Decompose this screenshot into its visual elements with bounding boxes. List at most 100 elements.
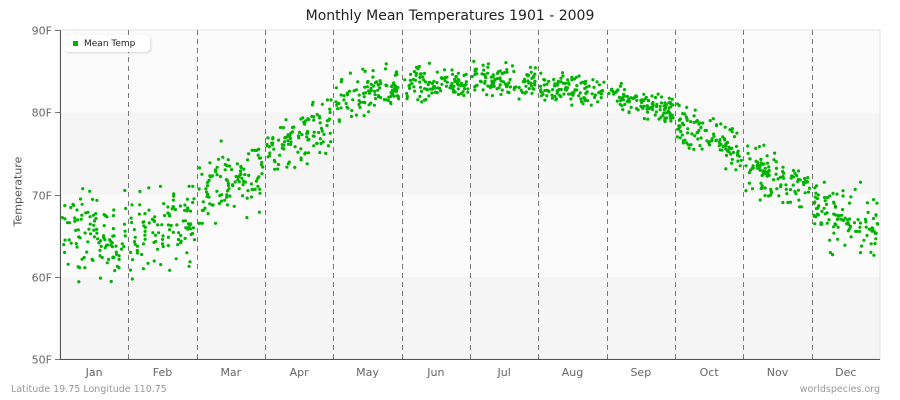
- data-point: [419, 72, 423, 76]
- data-point: [286, 142, 291, 146]
- data-point: [689, 120, 693, 124]
- data-point: [623, 94, 627, 98]
- data-point: [367, 89, 371, 93]
- data-point: [538, 84, 543, 88]
- data-point: [871, 216, 876, 221]
- data-point: [463, 83, 467, 87]
- data-point: [552, 77, 556, 82]
- data-point: [697, 128, 701, 132]
- data-point: [732, 135, 737, 139]
- data-point: [259, 163, 263, 167]
- data-point: [128, 268, 133, 272]
- x-tick-label: Apr: [290, 366, 310, 379]
- data-point: [754, 146, 758, 150]
- data-point: [184, 226, 188, 230]
- x-tick-label: Jan: [85, 366, 103, 379]
- data-point: [268, 151, 272, 155]
- data-point: [418, 94, 422, 98]
- data-point: [122, 222, 127, 226]
- data-point: [781, 174, 785, 179]
- data-point: [405, 97, 409, 101]
- data-point: [74, 228, 78, 232]
- data-point: [320, 102, 324, 106]
- data-point: [306, 151, 311, 155]
- data-point: [414, 73, 418, 77]
- data-point: [823, 212, 827, 216]
- data-point: [803, 176, 807, 181]
- data-point: [510, 64, 515, 68]
- data-point: [420, 100, 424, 104]
- data-point: [636, 108, 640, 112]
- data-point: [318, 121, 322, 125]
- data-point: [310, 103, 314, 107]
- data-point: [539, 88, 543, 92]
- data-point: [281, 126, 286, 130]
- data-point: [567, 82, 571, 86]
- data-point: [779, 183, 783, 187]
- data-point: [213, 221, 218, 225]
- data-point: [85, 250, 89, 254]
- data-point: [466, 90, 470, 94]
- data-point: [772, 178, 776, 182]
- data-point: [646, 110, 650, 114]
- data-point: [418, 75, 422, 80]
- data-point: [168, 228, 172, 232]
- data-point: [797, 198, 801, 202]
- data-point: [701, 121, 705, 125]
- data-point: [83, 231, 87, 235]
- data-point: [526, 79, 530, 83]
- data-point: [392, 94, 396, 98]
- data-point: [241, 179, 246, 183]
- data-point: [692, 147, 696, 151]
- data-point: [372, 103, 376, 107]
- data-point: [828, 238, 832, 242]
- data-point: [670, 97, 674, 101]
- data-point: [306, 138, 310, 142]
- data-point: [470, 75, 474, 79]
- data-point: [96, 237, 100, 241]
- data-point: [644, 95, 648, 99]
- data-point: [409, 72, 413, 76]
- legend[interactable]: Mean Temp: [64, 35, 150, 52]
- data-point: [132, 228, 136, 232]
- data-point: [556, 82, 560, 86]
- data-point: [315, 141, 319, 145]
- data-point: [710, 139, 714, 143]
- data-point: [590, 92, 594, 96]
- data-point: [712, 134, 716, 138]
- data-point: [306, 131, 310, 135]
- data-point: [595, 80, 599, 84]
- data-point: [74, 242, 78, 246]
- data-point: [120, 242, 124, 246]
- data-point: [737, 154, 741, 158]
- data-point: [363, 85, 367, 89]
- data-point: [412, 85, 416, 89]
- data-point: [621, 108, 625, 112]
- data-point: [296, 134, 301, 138]
- data-point: [761, 169, 765, 173]
- data-point: [200, 221, 204, 225]
- data-point: [177, 231, 181, 235]
- data-point: [530, 76, 534, 80]
- data-point: [571, 93, 575, 97]
- data-point: [593, 93, 598, 97]
- data-point: [183, 208, 187, 212]
- data-point: [527, 87, 531, 91]
- data-point: [362, 95, 366, 99]
- data-point: [718, 138, 722, 142]
- data-point: [99, 244, 103, 248]
- data-point: [533, 72, 537, 76]
- data-point: [253, 187, 257, 191]
- data-point: [653, 113, 657, 117]
- data-point: [597, 83, 602, 87]
- data-point: [655, 102, 659, 106]
- data-point: [456, 77, 460, 82]
- data-point: [635, 98, 639, 102]
- data-point: [585, 90, 589, 94]
- data-point: [793, 189, 797, 194]
- data-point: [831, 253, 835, 257]
- x-tick-label: Aug: [562, 366, 583, 379]
- data-point: [730, 161, 734, 165]
- data-point: [76, 218, 80, 222]
- data-point: [63, 204, 67, 208]
